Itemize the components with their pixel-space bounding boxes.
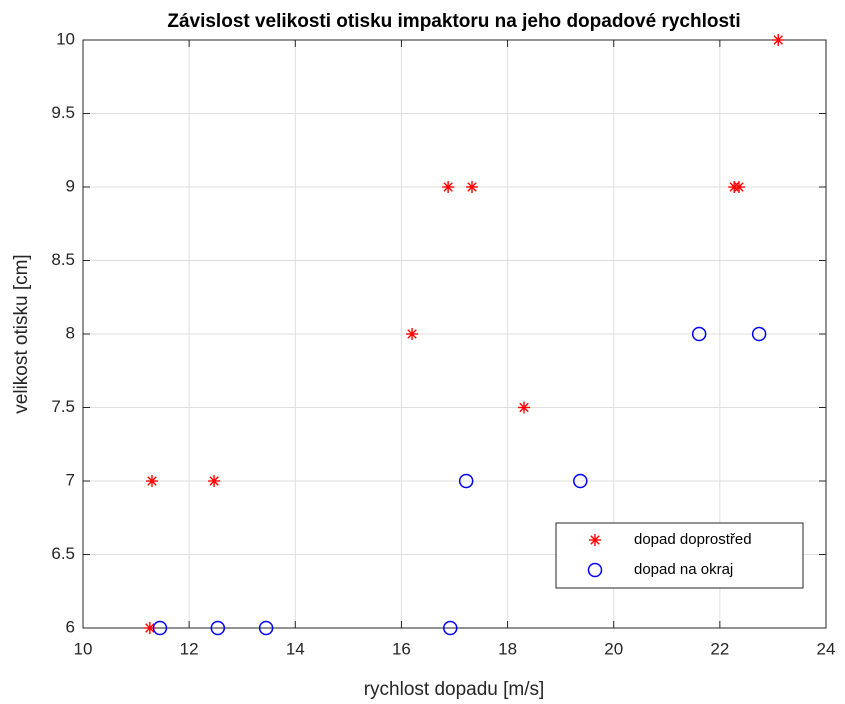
star-marker <box>466 181 479 193</box>
marker-stroke <box>443 182 453 192</box>
y-axis-label: velikost otisku [cm] <box>11 254 32 413</box>
legend-label: dopad na okraj <box>634 561 733 578</box>
plot-frame <box>82 39 827 629</box>
marker-stroke <box>734 182 744 192</box>
star-marker <box>208 475 221 487</box>
y-tick-label: 6.5 <box>51 544 75 563</box>
x-tick-label: 14 <box>286 639 305 658</box>
marker-circle <box>751 326 767 342</box>
circle-marker <box>751 326 767 342</box>
y-tick-label: 9 <box>66 176 75 195</box>
marker-stroke <box>209 476 219 486</box>
x-axis-label: rychlost dopadu [m/s] <box>364 679 545 700</box>
x-tick-label: 18 <box>498 639 517 658</box>
legend: dopad doprostřed dopad na okraj <box>555 522 804 589</box>
marker-circle <box>443 620 458 636</box>
star-marker <box>772 34 785 46</box>
legend-box <box>555 522 804 589</box>
chart-title: Závislost velikosti otisku impaktoru na … <box>167 11 740 32</box>
marker-circle <box>152 620 168 636</box>
y-tick-label: 8.5 <box>51 250 75 269</box>
marker-stroke <box>519 402 529 413</box>
circle-marker <box>443 620 458 636</box>
x-tick-label: 10 <box>74 639 93 658</box>
legend-label: dopad doprostřed <box>634 531 752 548</box>
star-marker <box>732 181 745 193</box>
circle-marker <box>587 562 603 578</box>
star-marker <box>406 328 419 340</box>
x-tick-label: 22 <box>710 639 729 658</box>
y-tick-label: 7 <box>66 470 75 489</box>
marker-circle <box>691 326 707 342</box>
circle-marker <box>258 620 274 636</box>
marker-circle <box>458 473 474 489</box>
x-tick-label: 24 <box>817 639 836 658</box>
star-marker <box>589 534 601 546</box>
y-tick-label: 9.5 <box>51 103 75 122</box>
marker-circle <box>587 562 603 578</box>
y-tick-label: 10 <box>56 29 75 48</box>
x-tick-label: 16 <box>392 639 411 658</box>
circle-marker <box>573 473 588 489</box>
y-tick-label: 6 <box>66 617 75 636</box>
x-tick-label: 12 <box>180 639 199 658</box>
marker-circle <box>210 620 226 636</box>
marker-stroke <box>407 329 417 339</box>
marker-stroke <box>147 476 157 486</box>
y-tick-label: 8 <box>66 323 75 342</box>
circle-marker <box>152 620 168 636</box>
marker-stroke <box>145 623 155 633</box>
star-marker <box>442 181 455 193</box>
marker-stroke <box>773 35 783 45</box>
star-marker <box>145 475 158 487</box>
marker-circle <box>573 473 588 489</box>
circle-marker <box>210 620 226 636</box>
star-marker <box>518 401 531 414</box>
x-tick-label: 20 <box>604 639 623 658</box>
y-tick-label: 7.5 <box>51 397 75 416</box>
circle-marker <box>691 326 707 342</box>
marker-stroke <box>467 182 477 192</box>
marker-stroke <box>590 535 600 545</box>
circle-marker <box>458 473 474 489</box>
marker-circle <box>258 620 274 636</box>
